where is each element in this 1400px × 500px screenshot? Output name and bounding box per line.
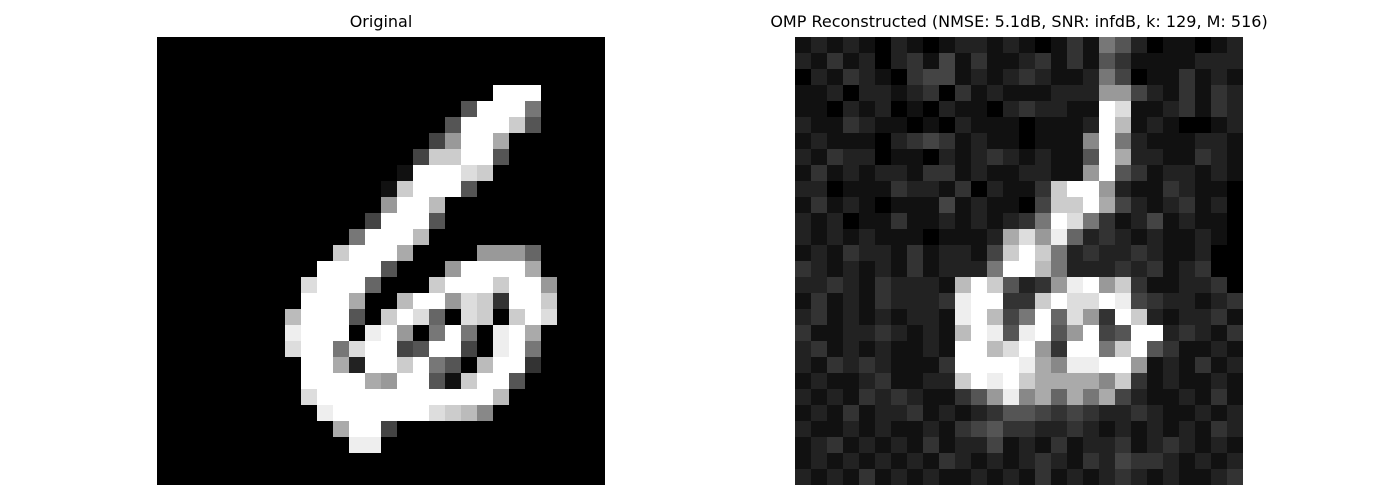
original-title: Original xyxy=(349,12,413,31)
original-image xyxy=(157,37,605,485)
reconstructed-image xyxy=(795,37,1243,485)
reconstructed-title: OMP Reconstructed (NMSE: 5.1dB, SNR: inf… xyxy=(770,12,1268,31)
